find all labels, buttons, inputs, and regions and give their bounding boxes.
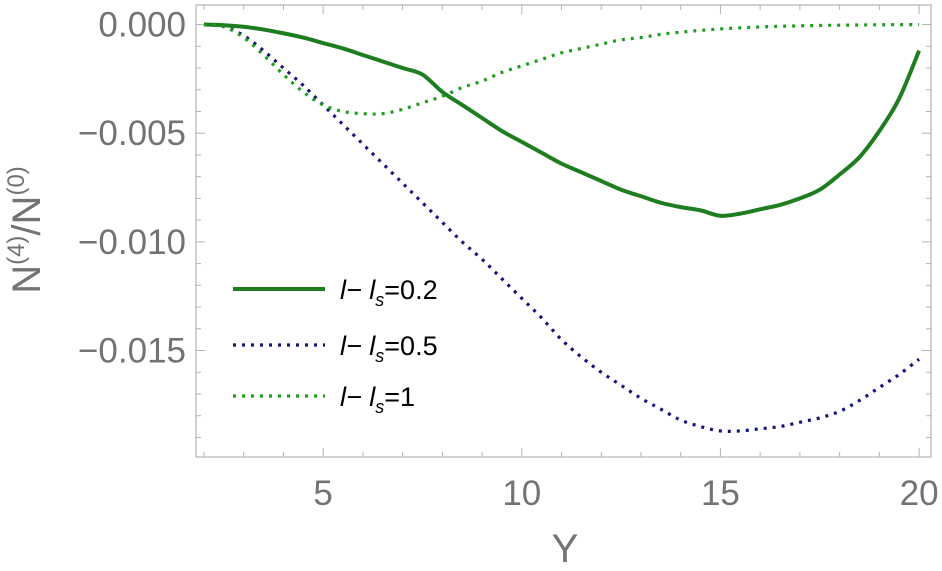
- series-layer: [203, 22, 921, 433]
- x-axis-title: Y: [552, 527, 579, 571]
- y-tick-label: −0.015: [78, 332, 186, 371]
- series-line-1: [203, 22, 921, 218]
- y-tick-label: −0.010: [78, 223, 186, 262]
- legend-label-2: l− ls=0.5: [340, 331, 438, 366]
- legend-label-1: l− ls=0.2: [340, 275, 438, 310]
- y-axis-title-sup2: (0): [3, 166, 30, 195]
- y-tick-label: 0.000: [98, 6, 186, 45]
- legend: l− ls=0.2 l− ls=0.5 l− ls=1: [233, 275, 438, 417]
- series-line-3: [203, 22, 920, 116]
- legend-label-3: l− ls=1: [340, 382, 415, 417]
- series-line-2: [203, 22, 921, 433]
- y-axis-title-base2: N: [5, 196, 49, 225]
- y-axis-title: N(4)/N(0): [3, 166, 49, 294]
- x-tick-label: 20: [900, 474, 939, 513]
- axis-ticks: [196, 5, 931, 457]
- y-tick-labels: 0.000 −0.005 −0.010 −0.015: [78, 6, 186, 371]
- x-tick-label: 5: [313, 474, 332, 513]
- y-axis-title-base1: N: [5, 265, 49, 294]
- y-axis-title-sep: /: [5, 224, 49, 236]
- x-tick-label: 10: [502, 474, 541, 513]
- x-tick-label: 15: [701, 474, 740, 513]
- y-tick-label: −0.005: [78, 114, 186, 153]
- x-tick-labels: 5 10 15 20: [313, 474, 938, 513]
- y-axis-title-sup1: (4): [3, 236, 30, 265]
- plot-frame: [195, 4, 932, 458]
